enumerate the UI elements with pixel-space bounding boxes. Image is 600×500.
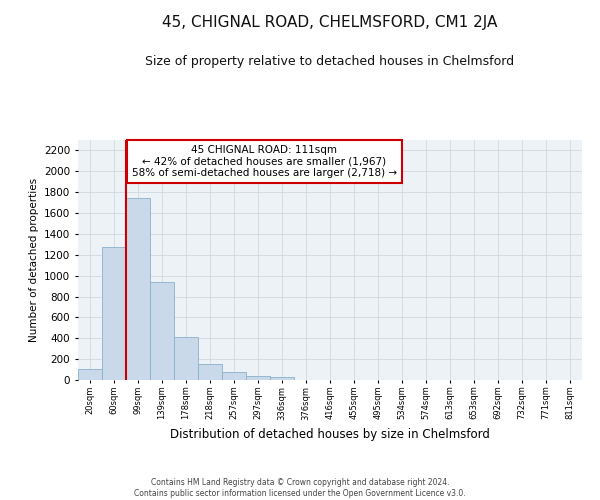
Bar	[174, 336, 198, 380]
X-axis label: Distribution of detached houses by size in Chelmsford: Distribution of detached houses by size …	[170, 428, 490, 441]
Bar	[102, 248, 126, 380]
Bar	[270, 378, 294, 380]
Bar	[222, 372, 246, 380]
Text: 45, CHIGNAL ROAD, CHELMSFORD, CM1 2JA: 45, CHIGNAL ROAD, CHELMSFORD, CM1 2JA	[163, 15, 497, 30]
Bar	[198, 364, 222, 380]
Bar	[150, 282, 174, 380]
Y-axis label: Number of detached properties: Number of detached properties	[29, 178, 38, 342]
Bar	[246, 376, 270, 380]
Text: Contains HM Land Registry data © Crown copyright and database right 2024.
Contai: Contains HM Land Registry data © Crown c…	[134, 478, 466, 498]
Text: Size of property relative to detached houses in Chelmsford: Size of property relative to detached ho…	[145, 55, 515, 68]
Bar	[126, 198, 150, 380]
Text: 45 CHIGNAL ROAD: 111sqm
← 42% of detached houses are smaller (1,967)
58% of semi: 45 CHIGNAL ROAD: 111sqm ← 42% of detache…	[132, 145, 397, 178]
Bar	[78, 368, 102, 380]
